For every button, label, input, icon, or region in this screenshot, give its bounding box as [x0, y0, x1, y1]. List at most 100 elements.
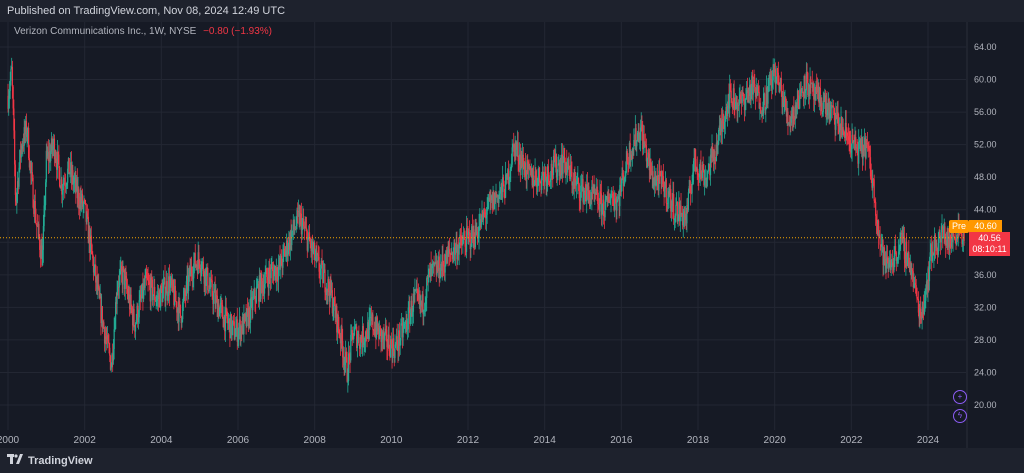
candle-body: [513, 143, 516, 157]
candle-body: [13, 108, 15, 131]
candle-body: [560, 165, 562, 176]
candle-body: [523, 166, 525, 176]
candle-body: [426, 278, 429, 280]
price-chart[interactable]: 20.0024.0028.0032.0036.0040.0044.0048.00…: [0, 22, 1024, 448]
candle-body: [932, 251, 934, 256]
candle-body: [289, 231, 291, 250]
candle-body: [51, 138, 53, 150]
candle-body: [64, 182, 66, 186]
candle-body: [692, 160, 695, 173]
candle-body: [178, 301, 180, 322]
candle-body: [525, 176, 527, 180]
candle-body: [835, 114, 838, 119]
symbol-legend[interactable]: Verizon Communications Inc., 1W, NYSE −0…: [14, 26, 272, 37]
candle-body: [735, 96, 737, 103]
plus-circle-icon[interactable]: +: [953, 390, 967, 404]
candle-body: [638, 131, 640, 142]
candle-body: [244, 314, 246, 316]
candle-body: [547, 166, 549, 175]
x-tick-label: 2006: [227, 435, 250, 446]
candle-body: [827, 109, 829, 116]
candle-body: [322, 262, 324, 284]
candle-body: [379, 326, 381, 329]
candle-body: [712, 147, 714, 150]
candle-body: [128, 294, 130, 300]
candle-body: [878, 220, 880, 237]
candle-body: [636, 132, 639, 141]
candle-body: [414, 290, 416, 295]
candle-body: [889, 260, 891, 263]
candle-body: [495, 194, 497, 203]
pre-market-price: 40.60: [969, 220, 1002, 233]
candle-body: [725, 107, 727, 116]
candle-body: [325, 292, 327, 295]
candle-body: [167, 295, 169, 296]
candle-body: [790, 121, 792, 123]
candle-body: [514, 142, 516, 157]
candle-body: [213, 288, 216, 293]
chart-area[interactable]: [0, 22, 1024, 448]
candle-body: [723, 121, 726, 130]
candle-body: [875, 215, 877, 222]
candle-body: [668, 191, 670, 196]
candle-body: [398, 330, 401, 346]
lightning-icon[interactable]: ϟ: [953, 409, 967, 423]
candle-body: [594, 192, 596, 194]
candle-body: [614, 198, 617, 200]
candle-body: [246, 308, 249, 310]
candle-body: [185, 281, 187, 297]
candle-body: [605, 196, 608, 200]
candle-body: [180, 316, 182, 324]
candle-body: [91, 244, 93, 255]
candle-body: [450, 254, 452, 256]
candle-body: [171, 279, 173, 286]
candle-body: [36, 226, 39, 228]
candle-body: [758, 91, 760, 109]
candle-body: [108, 342, 110, 348]
candle-body: [462, 240, 464, 246]
candle-body: [590, 198, 592, 200]
x-tick-label: 2022: [840, 435, 863, 446]
candle-body: [268, 267, 270, 289]
candle-body: [96, 276, 98, 290]
candle-body: [129, 294, 131, 310]
candle-body: [820, 102, 822, 107]
candle-body: [336, 306, 338, 333]
candle-body: [28, 158, 30, 168]
candle-body: [428, 268, 430, 275]
candle-body: [547, 166, 549, 179]
candle-body: [226, 308, 228, 319]
candle-body: [597, 204, 600, 206]
candle-body: [292, 220, 294, 231]
candle-body: [818, 86, 820, 103]
candle-body: [651, 171, 653, 176]
candle-body: [407, 307, 409, 330]
candle-body: [269, 267, 271, 274]
candle-body: [566, 166, 569, 173]
candle-body: [875, 202, 877, 216]
candle-body: [448, 249, 451, 254]
candle-body: [11, 66, 14, 87]
tradingview-logo[interactable]: TradingView: [7, 454, 93, 467]
candle-body: [955, 238, 957, 245]
candle-body: [342, 340, 344, 358]
candle-body: [673, 194, 675, 220]
candle-body: [19, 150, 21, 168]
candle-body: [569, 168, 571, 179]
candle-body: [143, 285, 145, 299]
candle-body: [883, 247, 886, 265]
candle-body: [328, 291, 331, 302]
candle-body: [559, 165, 561, 176]
candle-body: [956, 234, 959, 239]
candle-body: [868, 148, 870, 150]
candle-body: [539, 181, 541, 183]
candle-body: [348, 353, 350, 355]
candle-body: [497, 195, 499, 204]
candle-body: [217, 305, 219, 317]
candle-body: [272, 271, 274, 281]
candle-body: [639, 140, 641, 142]
candle-body: [496, 195, 499, 197]
candle-body: [579, 198, 581, 201]
candle-body: [255, 300, 257, 303]
candle-body: [131, 310, 134, 326]
